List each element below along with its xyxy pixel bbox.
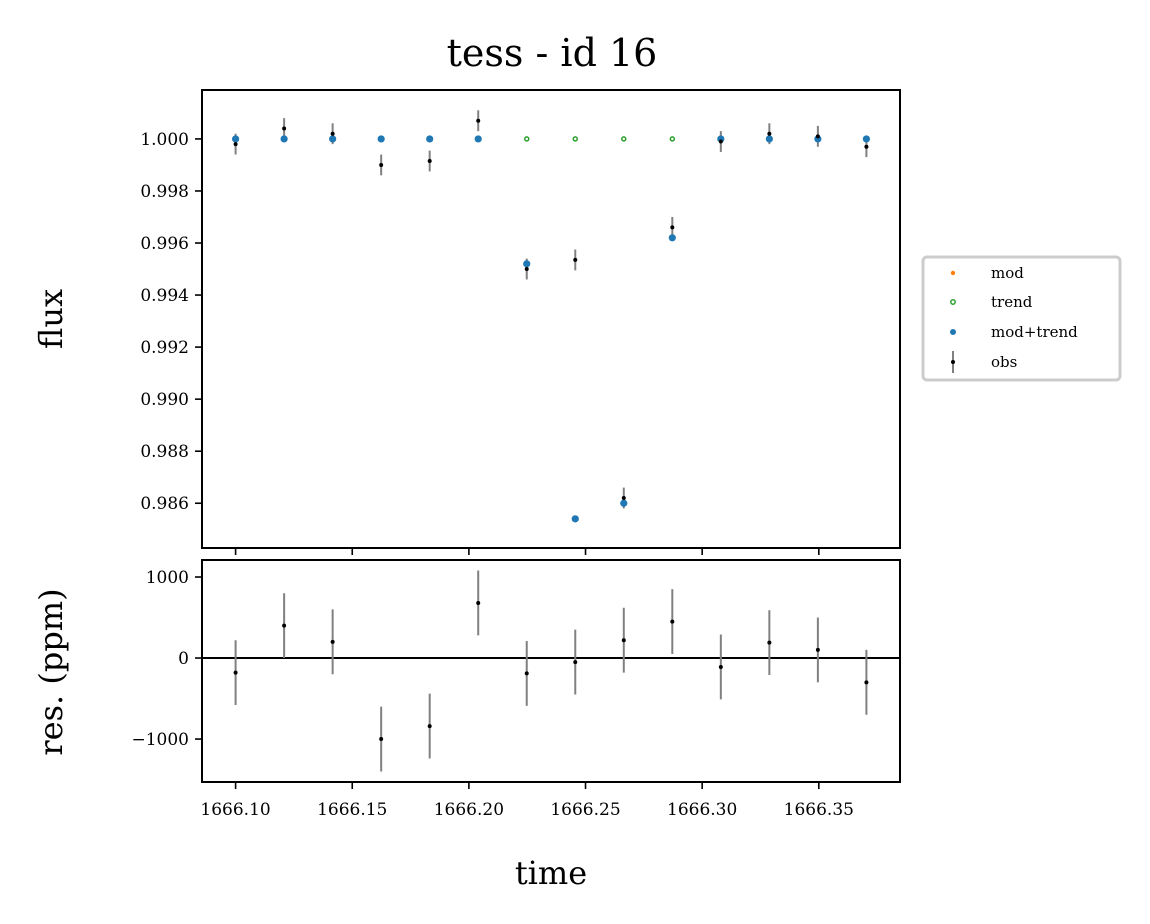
bottom-marks [233,600,869,742]
top-y-ticks: 1.000 0.998 0.996 0.994 0.992 0.990 0.988 0.986 [140,130,202,514]
obs-point [670,225,675,230]
res-point [233,670,238,675]
y-tick-label: 0.994 [140,286,189,306]
obs-point [524,267,529,272]
top-errorbars [234,110,868,509]
top-panel: 1.000 0.998 0.996 0.994 0.992 0.990 0.988 0.986… [32,89,901,549]
obs-point [864,144,869,149]
mod-trend-point [474,135,482,143]
trend-point [523,136,530,142]
mod-trend-point [426,135,434,143]
mod-trend-point [862,135,871,143]
mod-trend-point [765,135,773,143]
y-tick-label: 0.988 [140,442,189,462]
mod-trend-point [571,515,579,523]
res-y-tick-label: 0 [178,649,189,669]
y-tick-label: 0.992 [140,338,189,358]
x-tick-label: 1666.35 [784,800,854,820]
trend-point [572,136,579,142]
legend-obs-marker [951,360,955,364]
obs-point [379,162,384,167]
res-point [864,680,869,685]
legend-label-mod: mod [991,264,1024,282]
mod-trend-point [668,234,676,242]
legend-trend-marker [950,299,956,305]
res-y-tick-label: 1000 [146,568,189,588]
bottom-errorbars [234,570,868,772]
obs-point [621,496,626,501]
x-tick-label: 1666.25 [550,800,620,820]
legend: mod trend mod+trend obs [921,255,1122,382]
legend-label-trend: trend [991,293,1033,311]
x-ticks: 1666.10 1666.15 1666.20 1666.25 1666.30 1666.… [200,548,854,820]
mod-trend-point [329,135,337,143]
res-point [379,737,384,742]
trend-point [669,136,676,142]
legend-mod-marker [950,270,956,276]
y-tick-label: 1.000 [140,130,189,150]
x-tick-label: 1666.10 [200,800,270,820]
res-point [767,640,772,645]
obs-point [718,139,723,144]
obs-point [573,257,578,262]
mod-trend-point [523,260,531,268]
res-point [815,647,820,652]
top-marks [231,118,871,523]
obs-point [427,159,432,164]
obs-point [815,134,820,139]
res-point [621,638,626,643]
obs-point [282,126,287,131]
mod-trend-point [620,499,628,507]
bottom-panel: 1000 0 −1000 res. (ppm) [32,559,901,783]
res-y-tick-label: −1000 [131,730,189,750]
trend-point [621,136,627,142]
res-point [476,600,481,605]
top-y-axis-label: flux [32,289,70,349]
bottom-panel-frame [201,559,901,783]
res-point [718,664,723,669]
obs-point [330,131,335,136]
top-panel-frame [201,89,901,549]
y-tick-label: 0.986 [140,494,189,514]
mod-trend-point [377,135,385,143]
x-tick-label: 1666.20 [434,800,504,820]
legend-label-mod-trend: mod+trend [991,323,1078,341]
obs-point [233,142,238,147]
legend-mod-trend-marker [950,329,956,335]
legend-box [921,255,1122,382]
res-point [524,671,529,676]
x-axis-label: time [515,854,587,892]
mod-trend-point [280,135,288,143]
bottom-y-axis-label: res. (ppm) [32,588,70,755]
y-tick-label: 0.996 [140,234,189,254]
mod-trend-point [231,135,240,143]
res-point [573,660,578,665]
res-point [427,724,432,729]
x-tick-label: 1666.15 [317,800,387,820]
x-tick-label: 1666.30 [667,800,737,820]
res-point [670,619,675,624]
obs-point [476,118,481,123]
y-tick-label: 0.998 [140,182,189,202]
bottom-y-ticks: 1000 0 −1000 [131,568,202,750]
legend-label-obs: obs [991,353,1017,371]
y-tick-label: 0.990 [140,390,189,410]
res-point [282,623,287,628]
obs-point [767,131,772,136]
chart-title: tess - id 16 [447,31,658,75]
res-point [330,639,335,644]
